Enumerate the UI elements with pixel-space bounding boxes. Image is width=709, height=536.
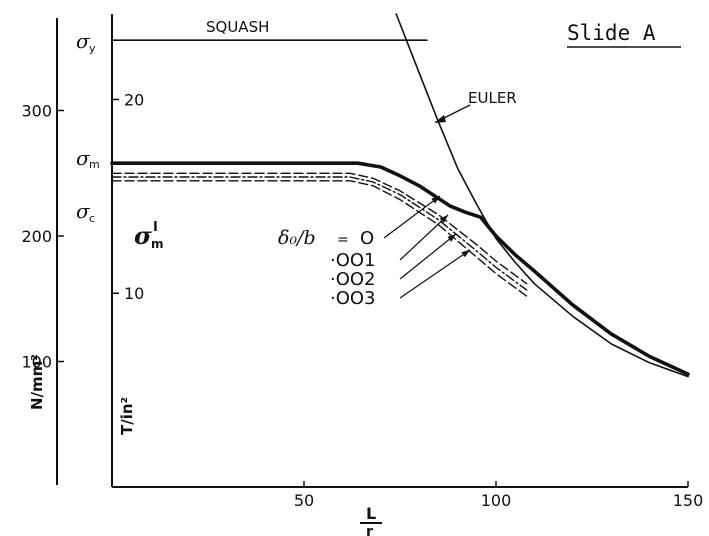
legend-entry: ·OO2	[330, 269, 376, 290]
right-y-tick-label: 10	[124, 284, 144, 303]
x-tick-label: 150	[673, 491, 704, 510]
sigma-c-sub: c	[89, 212, 95, 225]
series-line-2	[110, 161, 690, 376]
legend-leader-arrow	[447, 234, 456, 242]
legend-leader	[399, 249, 471, 299]
series-line-4	[111, 176, 528, 291]
legend-header: δ₀/b	[278, 227, 316, 249]
sigma-m-prime-sup: I	[153, 220, 158, 235]
legend-leaders	[383, 195, 471, 299]
euler-label: EULER	[468, 89, 517, 107]
axes	[56, 14, 688, 488]
sigma-m-prime-label: σ	[134, 221, 152, 250]
left-y-tick-label: 200	[21, 227, 52, 246]
squash-label: SQUASH	[206, 18, 269, 36]
legend: O·OO1·OO2·OO3	[330, 228, 376, 309]
sigma-m-prime-sub: m	[151, 237, 164, 251]
euler-pointer-arrow	[434, 115, 446, 123]
legend-leader-arrow	[439, 215, 448, 223]
y-axis-label-right: T/in²	[118, 397, 136, 435]
legend-leader-arrow	[461, 250, 470, 258]
sigma-c-label: σ	[76, 199, 91, 223]
y-axis-label-left: N/mm²	[28, 354, 46, 410]
legend-leader	[399, 214, 449, 261]
sigma-y-sub: y	[89, 42, 96, 55]
sigma-m-sub: m	[89, 158, 100, 171]
euler-pointer	[439, 104, 471, 121]
series-layer	[110, 13, 690, 378]
x-axis-label-numerator: L	[366, 504, 376, 523]
legend-entry: ·OO3	[330, 288, 376, 309]
slide-label: Slide A	[567, 21, 656, 45]
legend-equals: =	[337, 232, 349, 248]
left-y-ticks: 100 200 300	[21, 102, 64, 372]
left-y-tick-label: 100	[21, 353, 52, 372]
series-line-3	[111, 172, 528, 285]
legend-entry: ·OO1	[330, 250, 376, 271]
legend-leader	[383, 195, 441, 239]
x-axis-label-denominator: r	[366, 524, 373, 536]
x-ticks: 50 100 150	[294, 481, 703, 510]
right-y-ticks: 10 20	[112, 90, 144, 303]
legend-entry: O	[360, 228, 374, 249]
series-line-5	[111, 180, 528, 297]
sigma-y-label: σ	[76, 29, 91, 53]
series-line-1	[395, 13, 689, 378]
left-y-tick-label: 300	[21, 102, 52, 121]
x-tick-label: 50	[294, 491, 314, 510]
sigma-m-label: σ	[76, 146, 91, 170]
right-y-tick-label: 20	[124, 90, 144, 109]
legend-leader	[399, 233, 457, 280]
x-tick-label: 100	[481, 491, 512, 510]
legend-leader-arrow	[431, 196, 440, 204]
